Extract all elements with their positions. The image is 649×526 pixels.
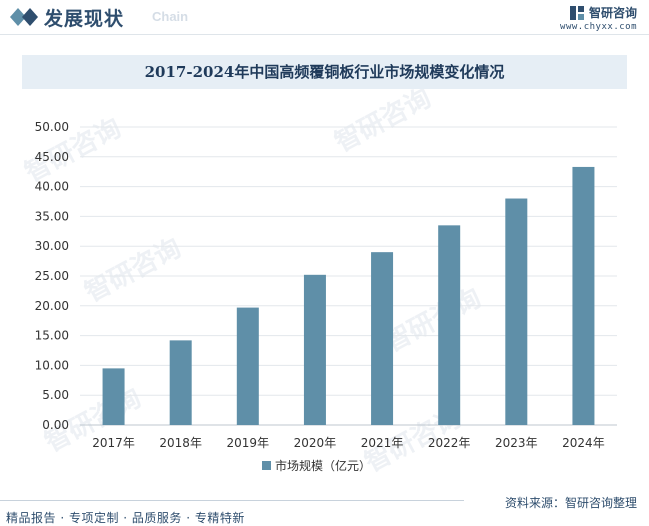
y-tick-label: 0.00 bbox=[42, 418, 69, 432]
bar bbox=[371, 252, 394, 425]
bar bbox=[505, 198, 528, 425]
bar bbox=[303, 274, 326, 425]
chart-title: 2017-2024年中国高频覆铜板行业市场规模变化情况 bbox=[144, 63, 505, 81]
y-tick-label: 15.00 bbox=[35, 329, 69, 343]
x-tick-label: 2017年 bbox=[92, 436, 135, 450]
brand-name: 智研咨询 bbox=[588, 6, 637, 20]
y-tick-label: 30.00 bbox=[35, 239, 69, 253]
legend-label: 市场规模（亿元） bbox=[275, 458, 371, 473]
brand-url: www.chyxx.com bbox=[560, 22, 637, 32]
bar bbox=[438, 225, 461, 425]
y-tick-label: 45.00 bbox=[35, 150, 69, 164]
y-tick-label: 10.00 bbox=[35, 358, 69, 372]
x-tick-label: 2022年 bbox=[428, 436, 471, 450]
x-tick-label: 2019年 bbox=[227, 436, 270, 450]
footer-divider bbox=[0, 500, 464, 501]
brand-logo-icon bbox=[569, 5, 584, 20]
x-tick-label: 2024年 bbox=[562, 436, 605, 450]
slogan: 精品报告 · 专项定制 · 品质服务 · 专精特新 bbox=[6, 511, 245, 525]
y-tick-label: 5.00 bbox=[42, 388, 69, 402]
bar bbox=[169, 340, 192, 425]
brand-block: 智研咨询 www.chyxx.com bbox=[560, 4, 637, 32]
section-subtitle: Chain bbox=[152, 9, 189, 24]
chart-title-bar: 2017-2024年中国高频覆铜板行业市场规模变化情况 bbox=[22, 55, 627, 89]
x-tick-label: 2021年 bbox=[361, 436, 404, 450]
y-tick-label: 35.00 bbox=[35, 209, 69, 223]
source-note: 资料来源：智研咨询整理 bbox=[504, 496, 637, 510]
legend-swatch bbox=[262, 461, 271, 470]
diamond-icon bbox=[10, 8, 38, 26]
section-title: 发展现状 bbox=[44, 8, 125, 30]
bar bbox=[572, 166, 595, 425]
header-divider bbox=[0, 34, 649, 35]
y-tick-label: 50.00 bbox=[35, 120, 69, 134]
bar-chart: 0.00 5.00 10.00 15.00 20.00 25.00 30.00 35.00 40… bbox=[35, 120, 617, 473]
bar bbox=[102, 368, 125, 425]
bar bbox=[236, 307, 259, 425]
x-tick-label: 2018年 bbox=[159, 436, 202, 450]
x-tick-label: 2023年 bbox=[495, 436, 538, 450]
y-tick-label: 20.00 bbox=[35, 299, 69, 313]
x-tick-label: 2020年 bbox=[294, 436, 337, 450]
y-tick-label: 25.00 bbox=[35, 269, 69, 283]
page-header: 发展现状 Chain 智研咨询 www.chyxx.com bbox=[0, 0, 649, 34]
y-tick-label: 40.00 bbox=[35, 180, 69, 194]
